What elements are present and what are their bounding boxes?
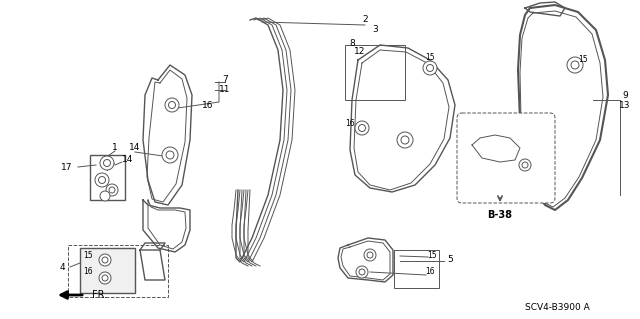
Circle shape bbox=[358, 124, 365, 131]
Circle shape bbox=[100, 156, 114, 170]
Text: 8: 8 bbox=[349, 39, 355, 48]
Circle shape bbox=[356, 266, 368, 278]
Text: 12: 12 bbox=[355, 48, 365, 56]
FancyBboxPatch shape bbox=[80, 248, 135, 293]
Text: 9: 9 bbox=[622, 91, 628, 100]
Text: 5: 5 bbox=[447, 255, 453, 263]
Circle shape bbox=[162, 147, 178, 163]
Circle shape bbox=[104, 160, 111, 167]
Text: 11: 11 bbox=[220, 85, 231, 94]
Circle shape bbox=[367, 252, 373, 258]
Circle shape bbox=[166, 151, 174, 159]
Circle shape bbox=[567, 57, 583, 73]
Circle shape bbox=[401, 136, 409, 144]
Circle shape bbox=[397, 132, 413, 148]
Circle shape bbox=[102, 257, 108, 263]
FancyBboxPatch shape bbox=[457, 113, 555, 203]
Text: 16: 16 bbox=[425, 268, 435, 277]
Circle shape bbox=[95, 173, 109, 187]
Circle shape bbox=[106, 184, 118, 196]
Circle shape bbox=[99, 272, 111, 284]
Text: FR.: FR. bbox=[92, 290, 108, 300]
Text: 2: 2 bbox=[362, 16, 368, 25]
Text: 15: 15 bbox=[427, 250, 437, 259]
Circle shape bbox=[109, 187, 115, 193]
Circle shape bbox=[168, 101, 175, 108]
Text: 7: 7 bbox=[222, 76, 228, 85]
Circle shape bbox=[364, 249, 376, 261]
Circle shape bbox=[165, 98, 179, 112]
Text: 16: 16 bbox=[345, 118, 355, 128]
Circle shape bbox=[99, 254, 111, 266]
Text: 3: 3 bbox=[372, 26, 378, 34]
Circle shape bbox=[571, 61, 579, 69]
Text: 16: 16 bbox=[202, 100, 214, 109]
Text: 17: 17 bbox=[61, 164, 73, 173]
Circle shape bbox=[100, 191, 110, 201]
Text: 15: 15 bbox=[578, 56, 588, 64]
Text: 15: 15 bbox=[83, 250, 93, 259]
Circle shape bbox=[519, 159, 531, 171]
Circle shape bbox=[522, 162, 528, 168]
Text: 14: 14 bbox=[122, 155, 134, 165]
Text: 13: 13 bbox=[620, 100, 631, 109]
Circle shape bbox=[355, 121, 369, 135]
Circle shape bbox=[102, 275, 108, 281]
Text: 15: 15 bbox=[425, 54, 435, 63]
Text: 4: 4 bbox=[59, 263, 65, 271]
Text: 1: 1 bbox=[112, 144, 118, 152]
FancyBboxPatch shape bbox=[90, 155, 125, 200]
Text: B-38: B-38 bbox=[488, 210, 513, 220]
FancyBboxPatch shape bbox=[68, 245, 168, 297]
Text: SCV4-B3900 A: SCV4-B3900 A bbox=[525, 302, 590, 311]
Circle shape bbox=[359, 269, 365, 275]
Text: 14: 14 bbox=[129, 144, 141, 152]
Circle shape bbox=[99, 176, 106, 183]
Circle shape bbox=[426, 64, 433, 71]
Circle shape bbox=[423, 61, 437, 75]
Text: 16: 16 bbox=[83, 266, 93, 276]
